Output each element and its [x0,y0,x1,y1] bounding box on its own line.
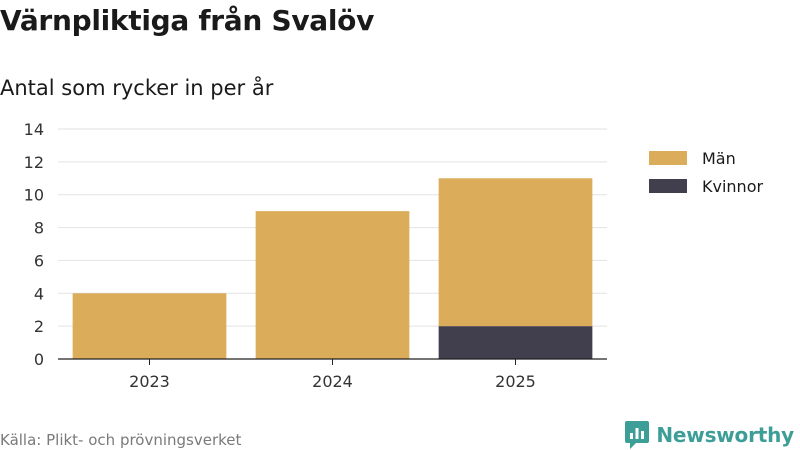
brand-name: Newsworthy [656,423,794,447]
chart-subtitle: Antal som rycker in per år [0,76,274,100]
x-axis-tick-labels: 2023 2024 2025 [129,359,536,391]
source-note: Källa: Plikt- och prövningsverket [0,431,242,449]
bar-män-2023 [72,293,227,359]
x-tick-label-2025: 2025 [495,372,536,391]
x-tick-label-2023: 2023 [129,372,170,391]
y-tick-label-14: 14 [24,120,44,139]
y-tick-label-6: 6 [34,251,44,270]
legend-swatch-kvinnor [649,179,687,193]
y-tick-label-4: 4 [34,284,44,303]
brand-logo: Newsworthy [624,420,794,450]
chart-title: Värnpliktiga från Svalöv [0,4,375,37]
y-tick-label-2: 2 [34,317,44,336]
bar-män-2025 [438,178,593,327]
legend-label-män: Män [702,149,736,168]
legend: Män Kvinnor [649,149,763,196]
legend-swatch-män [649,151,687,165]
bar-män-2024 [255,211,410,359]
y-axis-tick-labels: 0 2 4 6 8 10 12 14 [24,120,44,369]
y-tick-label-10: 10 [24,186,44,205]
bar-chart-speech-bubble-icon [625,421,650,449]
y-tick-label-0: 0 [34,350,44,369]
y-tick-label-12: 12 [24,153,44,172]
bars [72,178,593,359]
x-tick-label-2024: 2024 [312,372,353,391]
bar-kvinnor-2025 [438,326,593,359]
y-tick-label-8: 8 [34,219,44,238]
legend-label-kvinnor: Kvinnor [702,177,763,196]
